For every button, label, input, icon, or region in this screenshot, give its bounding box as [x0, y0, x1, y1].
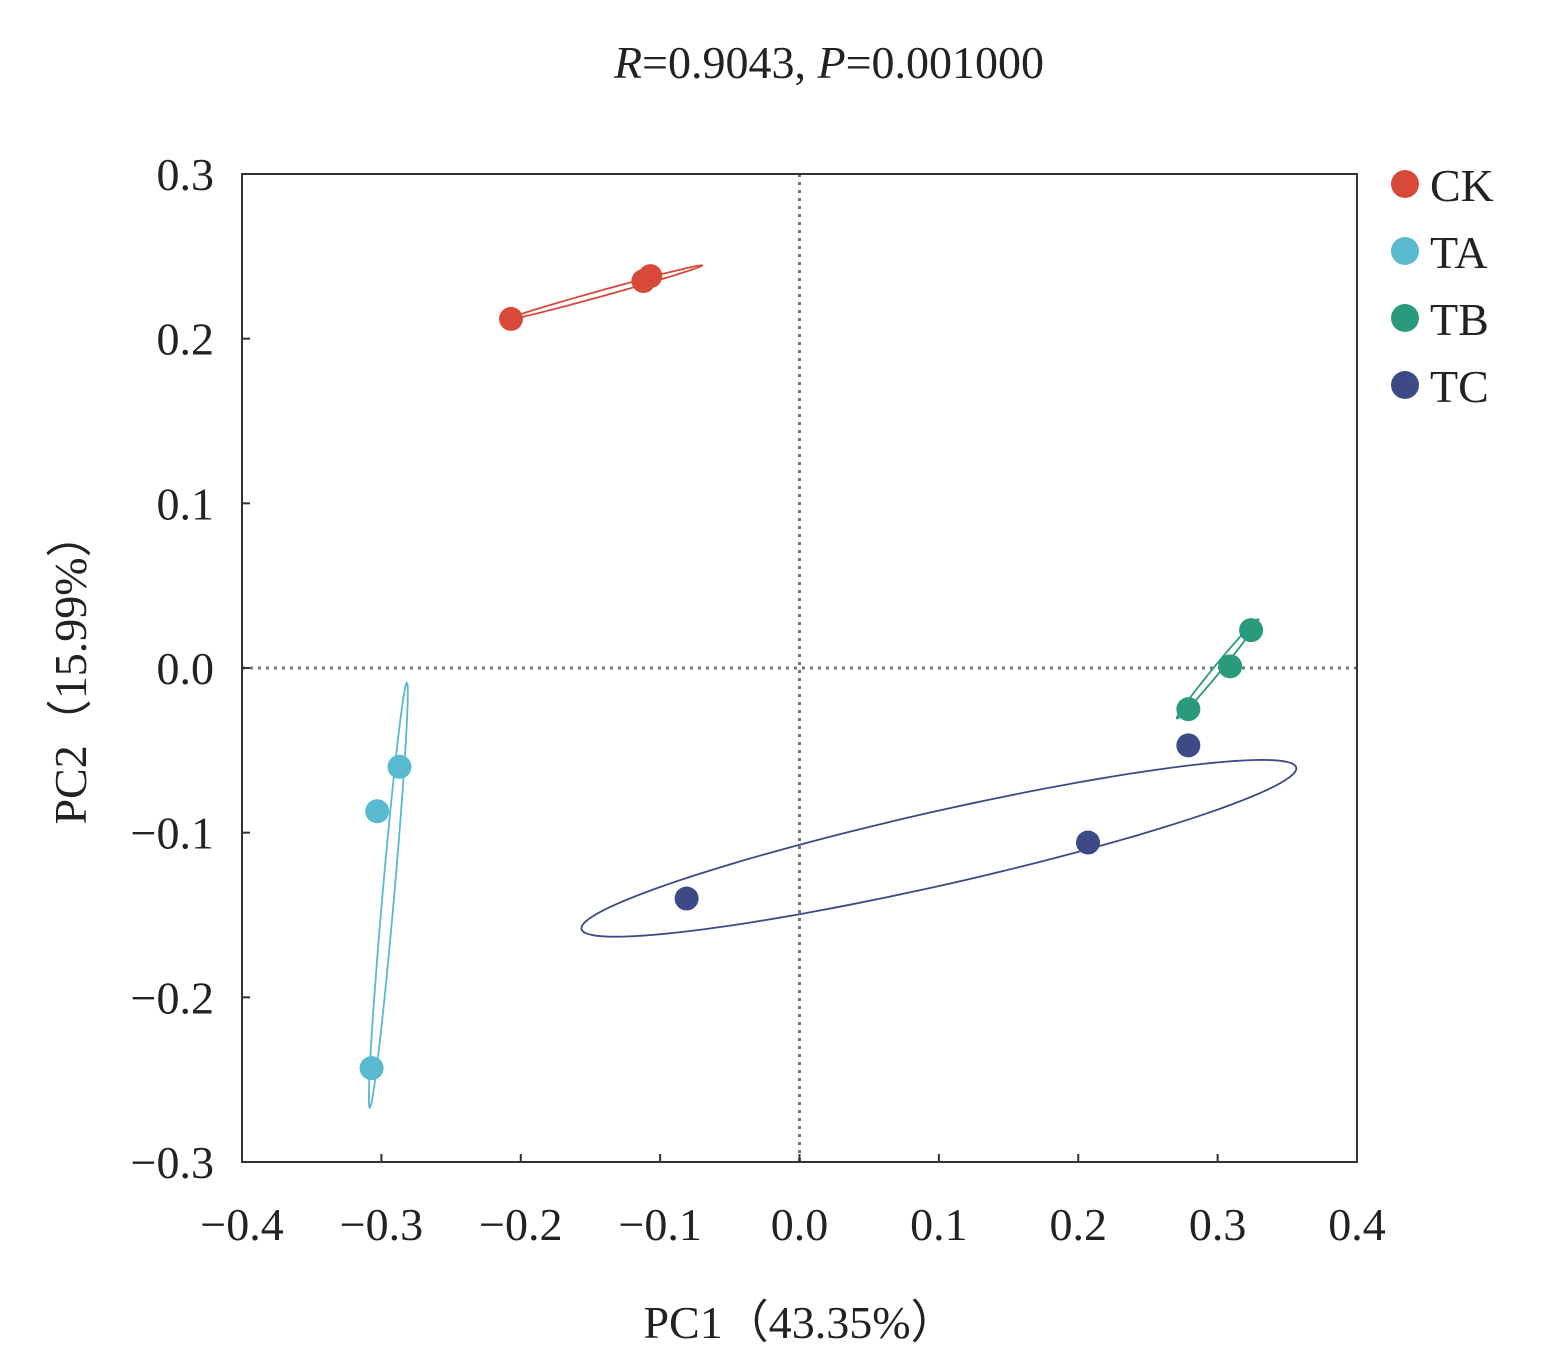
ellipse-ta — [367, 681, 409, 1109]
point-ta — [365, 799, 390, 824]
y-tick-label: −0.2 — [131, 972, 214, 1023]
point-ta — [387, 754, 412, 779]
point-ta — [359, 1056, 384, 1081]
legend: CK TA TB TC — [1391, 160, 1494, 412]
x-tick-label: 0.3 — [1189, 1199, 1247, 1250]
y-tick-label: 0.3 — [157, 149, 215, 200]
plot-frame — [241, 173, 1358, 1163]
legend-marker-ta — [1391, 237, 1419, 265]
x-tick-label: 0.2 — [1050, 1199, 1108, 1250]
legend-marker-tb — [1391, 304, 1419, 332]
legend-marker-tc — [1391, 371, 1419, 399]
y-tick-label: 0.2 — [157, 314, 215, 365]
ellipse-tb — [1175, 618, 1260, 720]
legend-label-ck: CK — [1430, 160, 1494, 211]
x-tick-label: −0.3 — [340, 1199, 423, 1250]
y-tick-label: −0.1 — [131, 808, 214, 859]
x-axis-ticks: −0.4 −0.3 −0.2 −0.1 0.0 0.1 0.2 0.3 0.4 — [200, 1154, 1386, 1250]
ellipse-ck — [505, 264, 704, 321]
x-tick-label: −0.2 — [479, 1199, 562, 1250]
x-tick-label: 0.4 — [1328, 1199, 1386, 1250]
point-tc — [674, 886, 699, 911]
y-tick-label: −0.3 — [131, 1137, 214, 1188]
y-tick-label: 0.0 — [157, 643, 215, 694]
reference-lines — [242, 174, 1357, 1162]
data-points — [359, 264, 1264, 1081]
legend-marker-ck — [1391, 170, 1419, 198]
group-ellipses — [367, 264, 1298, 1109]
x-tick-label: −0.1 — [618, 1199, 701, 1250]
point-tb — [1218, 654, 1243, 679]
point-tb — [1176, 697, 1201, 722]
legend-label-tb: TB — [1430, 294, 1489, 345]
x-tick-label: 0.0 — [771, 1199, 829, 1250]
y-tick-label: 0.1 — [157, 478, 215, 529]
chart-stat-title: R=0.9043, P=0.001000 — [613, 37, 1044, 88]
point-ck — [638, 264, 663, 289]
x-tick-label: 0.1 — [910, 1199, 968, 1250]
legend-label-tc: TC — [1430, 361, 1489, 412]
ellipse-tc — [580, 759, 1298, 938]
legend-label-ta: TA — [1430, 227, 1488, 278]
point-tb — [1239, 618, 1264, 643]
x-axis-title: PC1（43.35%） — [643, 1297, 956, 1348]
y-axis-title: PC2（15.99%） — [45, 511, 96, 824]
point-tc — [1076, 830, 1101, 855]
point-ck — [498, 306, 523, 331]
point-tc — [1176, 733, 1201, 758]
x-tick-label: −0.4 — [200, 1199, 283, 1250]
y-axis-ticks: −0.3 −0.2 −0.1 0.0 0.1 0.2 0.3 — [131, 149, 250, 1188]
